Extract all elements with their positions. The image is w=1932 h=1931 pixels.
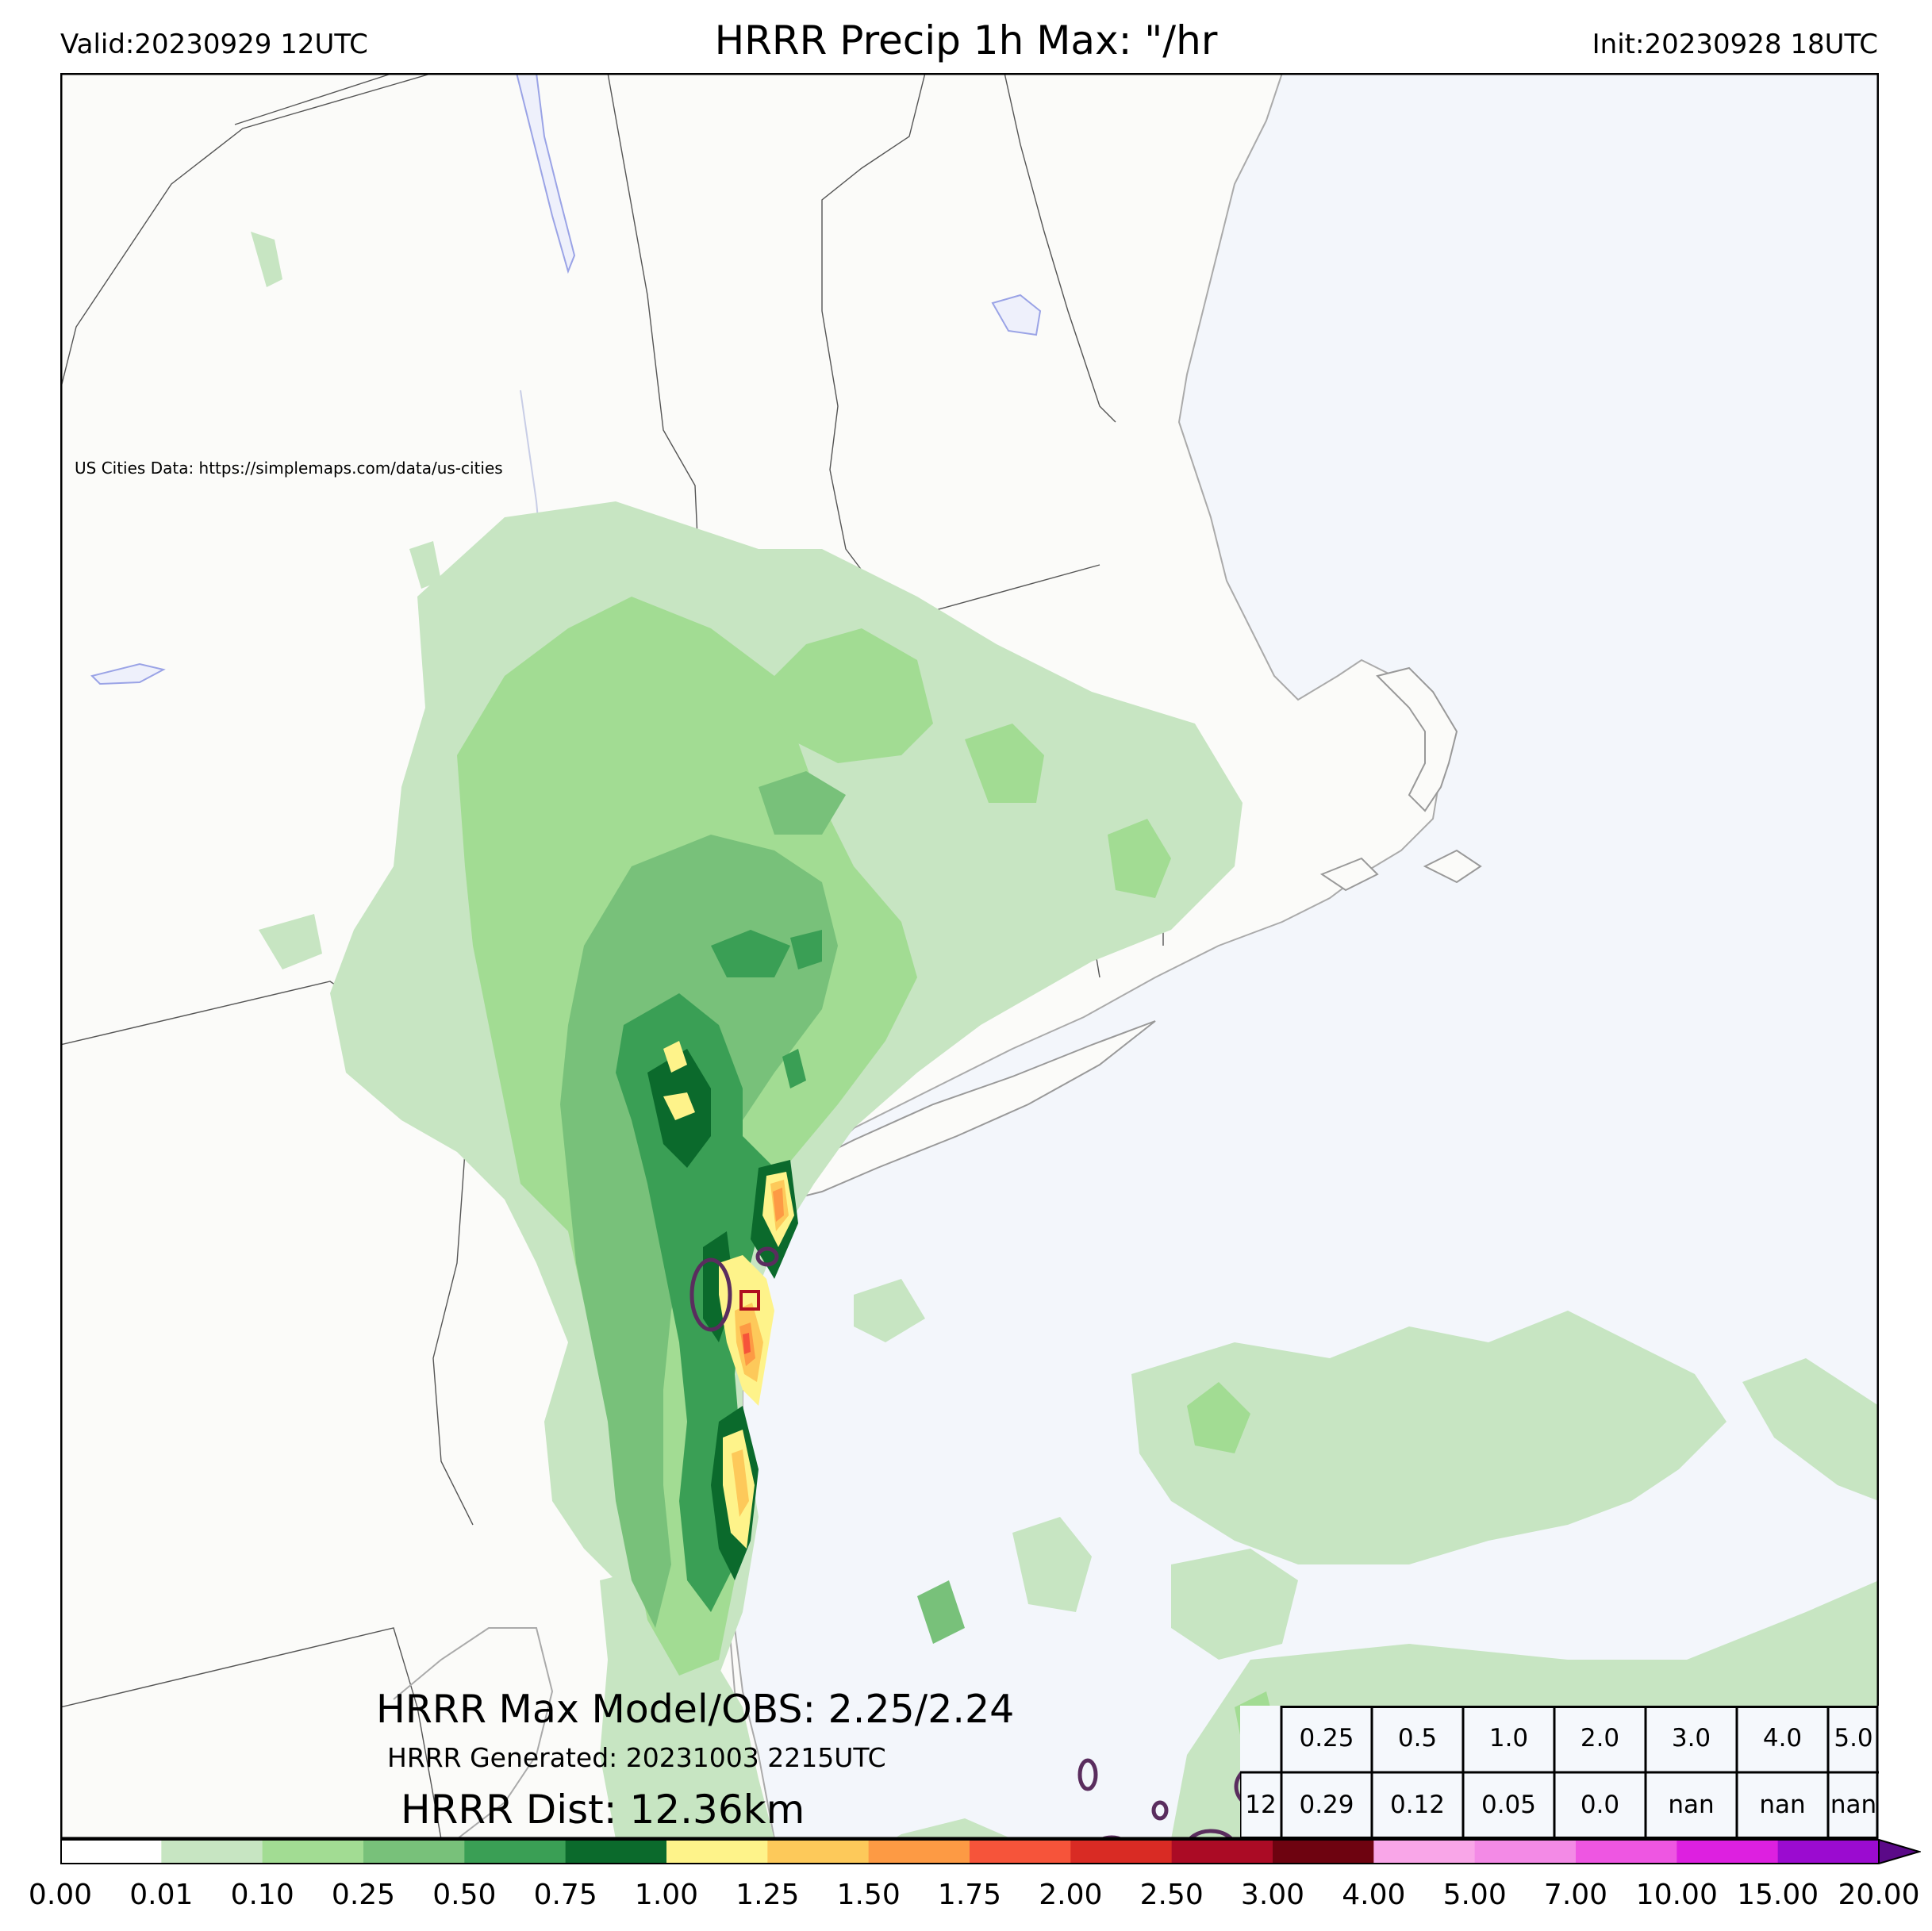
colorbar-tick-label: 3.00 [1240,1879,1305,1911]
lake [991,294,1042,336]
table-value-cell: 0.29 [1299,1791,1354,1819]
colorbar-swatch [767,1840,870,1864]
colorbar-swatch [1474,1840,1577,1864]
table-header-cell: 5.0 [1834,1724,1873,1752]
colorbar-swatch [161,1840,263,1864]
table-header-cell: 0.5 [1397,1724,1438,1752]
table-header-cell: 4.0 [1762,1724,1803,1752]
precip-1.75 [743,1333,751,1354]
colorbar-tick-label: 0.10 [230,1879,294,1911]
stats-table: 12 0.25 0.5 1.0 2.0 3.0 4.0 5.0 0.29 0.1… [1240,1706,1879,1839]
generated-label: HRRR Generated: 20231003 2215UTC [387,1742,886,1773]
colorbar-swatch [363,1840,465,1864]
colorbar-swatch [464,1840,567,1864]
colorbar-swatch [1070,1840,1173,1864]
colorbar-swatch [666,1840,768,1864]
colorbar-tick-label: 10.00 [1635,1879,1718,1911]
table-value-cell: nan [1668,1791,1715,1819]
cape-cod [1376,666,1458,812]
colorbar-swatch [1273,1840,1374,1864]
colorbar-tick-label: 1.50 [836,1879,901,1911]
colorbar-tick-label: 1.75 [937,1879,1002,1911]
table-value-cell: 0.0 [1580,1791,1620,1819]
table-row-label: 12 [1245,1791,1277,1819]
coastline-delaware-bay [393,1627,554,1839]
table-value-cell: nan [1830,1791,1877,1819]
lake [90,662,166,685]
nantucket [1423,849,1482,884]
table-value-cell: 0.05 [1481,1791,1537,1819]
colorbar-swatch [1777,1840,1880,1864]
colorbar-swatch [1576,1840,1677,1864]
table-grid [1240,1706,1879,1839]
table-value-cell: 0.12 [1389,1791,1446,1819]
colorbar-tick-label: 1.00 [634,1879,699,1911]
colorbar-tick-label: 2.50 [1139,1879,1204,1911]
colorbar-tick-label: 2.00 [1039,1879,1103,1911]
colorbar-tick-label: 7.00 [1543,1879,1608,1911]
init-time-label: Init:20230928 18UTC [1592,29,1878,60]
colorbar-swatch [1677,1840,1779,1864]
lake-champlain [515,73,576,274]
colorbar-tick-label: 0.00 [28,1879,93,1911]
colorbar-swatch [60,1840,162,1864]
max-location-marker [739,1290,760,1311]
colorbar-swatch [262,1840,364,1864]
colorbar [60,1839,1921,1864]
colorbar-tick-label: 0.75 [533,1879,597,1911]
colorbar-tick-label: 5.00 [1442,1879,1507,1911]
colorbar-swatch [868,1840,970,1864]
colorbar-swatch [1373,1840,1476,1864]
colorbar-tick-label: 0.50 [432,1879,497,1911]
precip-map [60,73,1879,1839]
colorbar-tick-label: 1.25 [736,1879,800,1911]
valid-time-label: Valid:20230929 12UTC [60,29,368,60]
marthas-vineyard [1319,857,1379,892]
colorbar-tick-label: 0.25 [331,1879,396,1911]
colorbar-tick-label: 20.00 [1838,1879,1920,1911]
table-value-cell: nan [1759,1791,1806,1819]
chart-title: HRRR Precip 1h Max: "/hr [714,17,1218,63]
colorbar-frame [60,1839,1879,1864]
map-frame [60,73,1879,1839]
data-credit: US Cities Data: https://simplemaps.com/d… [75,459,503,478]
table-header-cell: 1.0 [1488,1724,1529,1752]
table-header-cell: 0.25 [1299,1724,1354,1752]
colorbar-tick-label: 15.00 [1737,1879,1819,1911]
colorbar-swatch [565,1840,667,1864]
table-header-cell: 3.0 [1671,1724,1711,1752]
colorbar-extend-arrow [1878,1839,1921,1864]
table-header-cell: 2.0 [1580,1724,1620,1752]
max-model-obs-label: HRRR Max Model/OBS: 2.25/2.24 [376,1687,1015,1732]
colorbar-swatch [1171,1840,1273,1864]
colorbar-tick-label: 0.01 [129,1879,194,1911]
distance-label: HRRR Dist: 12.36km [401,1787,805,1833]
colorbar-tick-label: 4.00 [1342,1879,1406,1911]
long-island [789,1020,1156,1201]
colorbar-swatch [970,1840,1071,1864]
